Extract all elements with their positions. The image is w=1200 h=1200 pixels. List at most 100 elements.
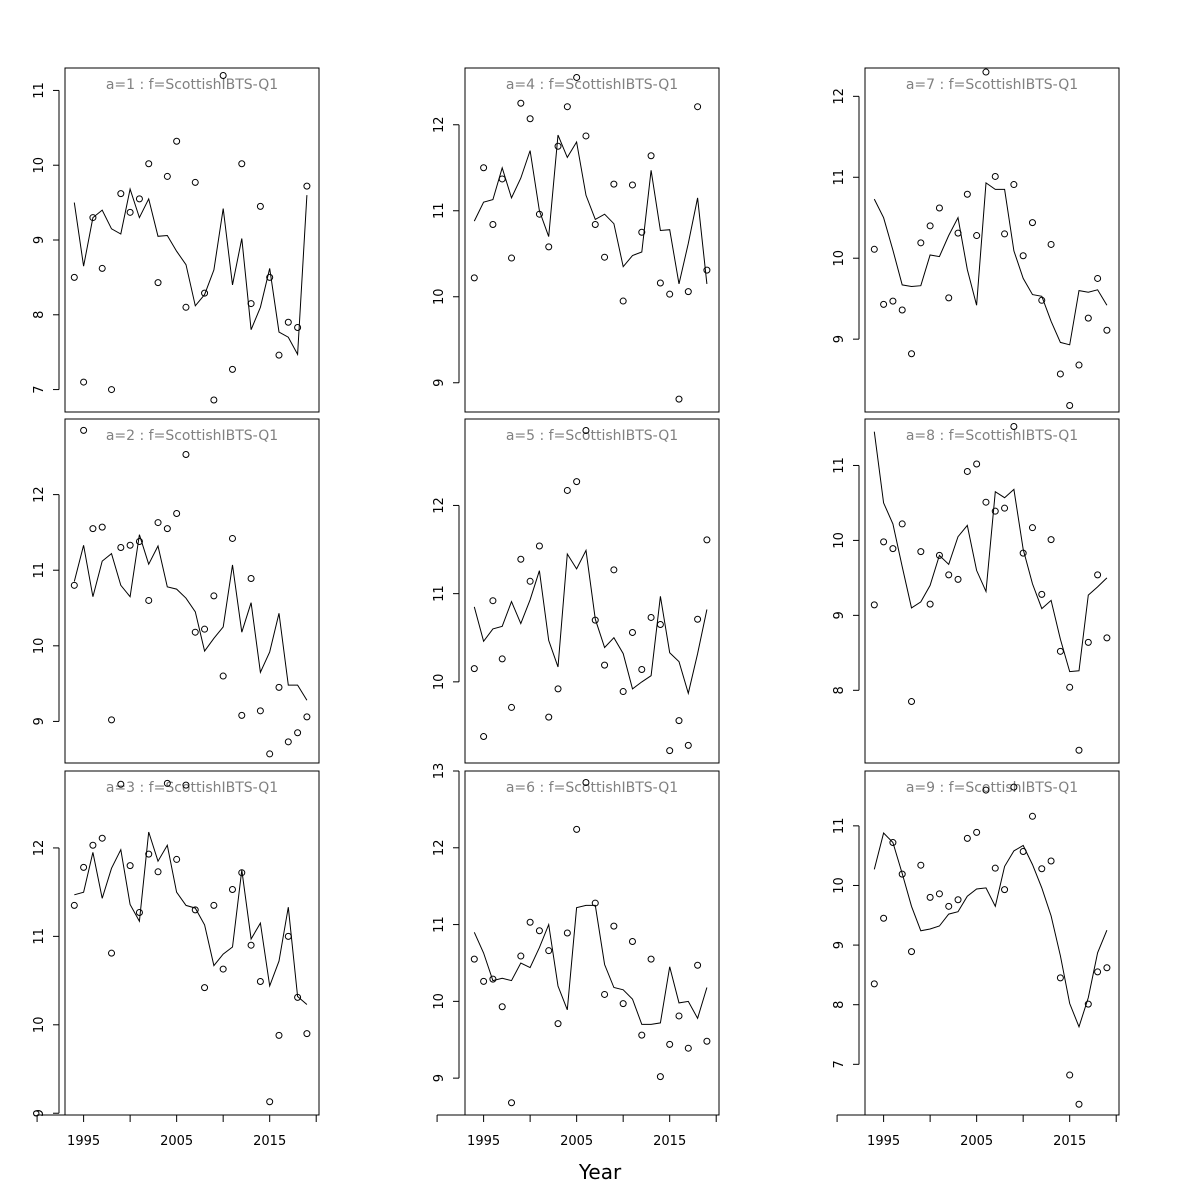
panel-a4-point bbox=[480, 164, 488, 172]
panel-a2-point bbox=[228, 534, 236, 542]
panel-a2-point bbox=[294, 729, 302, 737]
panel-a1-y-tick-label: 8 bbox=[32, 311, 47, 319]
x-tick-label: 2005 bbox=[160, 1134, 193, 1149]
panel-a6-point bbox=[526, 918, 534, 926]
panel-a1-point bbox=[201, 289, 209, 297]
panel-a8-fitted-line bbox=[873, 431, 1108, 673]
panel-a1-point bbox=[247, 300, 255, 308]
panel-a5-point bbox=[647, 613, 655, 621]
panel-a8-point bbox=[1056, 647, 1064, 655]
panel-a3-point bbox=[89, 841, 97, 849]
panel-a3-point bbox=[201, 984, 209, 992]
panel-a4-point bbox=[526, 115, 534, 123]
panel-a6-point bbox=[470, 955, 478, 963]
panel-a5-point bbox=[573, 478, 581, 486]
panel-a8-point bbox=[963, 467, 971, 475]
panel-a4-point bbox=[573, 73, 581, 81]
panel-a6-y-tick-label: 12 bbox=[432, 840, 447, 857]
panel-a8-point bbox=[889, 545, 897, 553]
panel-a8-point bbox=[954, 575, 962, 583]
panel-a8-point bbox=[1038, 590, 1046, 598]
panel-a4-point bbox=[554, 142, 562, 150]
panel-a5-point bbox=[517, 555, 525, 563]
panel-a4-fitted-line bbox=[473, 134, 708, 285]
panel-a1-point bbox=[89, 214, 97, 222]
panel-a9-y-tick-label: 9 bbox=[832, 941, 847, 949]
panel-a7-point bbox=[1010, 181, 1018, 189]
panel-a7-point bbox=[1001, 230, 1009, 238]
panel-a6-point bbox=[619, 1000, 627, 1008]
panel-a7-point bbox=[917, 239, 925, 247]
panel-a7-point bbox=[1028, 219, 1036, 227]
panel-a5-y-tick-label: 11 bbox=[432, 585, 447, 602]
panel-a4-point bbox=[684, 288, 692, 296]
x-axis-col1: 1995 2005 2015 bbox=[36, 1114, 317, 1149]
panel-a7-point bbox=[898, 306, 906, 314]
panel-a5-point bbox=[610, 566, 618, 574]
panel-a4-point bbox=[563, 103, 571, 111]
panel-a4-point bbox=[591, 221, 599, 229]
panel-a3-point bbox=[284, 932, 292, 940]
panel-a8-point bbox=[1075, 746, 1083, 754]
panel-a9-point bbox=[1066, 1071, 1074, 1079]
x-tick-label: 1995 bbox=[867, 1134, 900, 1149]
panel-a1-point bbox=[126, 208, 134, 216]
panel-a7-point bbox=[982, 68, 990, 76]
panel-a5-point bbox=[703, 536, 711, 544]
panel-a2-point bbox=[303, 713, 311, 721]
panel-a3-label: a=3 : f=ScottishIBTS-Q1 bbox=[106, 780, 278, 796]
panel-a2-point bbox=[182, 451, 190, 459]
panel-a7-y-tick-label: 9 bbox=[832, 335, 847, 343]
panel-a8-point bbox=[973, 460, 981, 468]
panel-a7-y-tick-label: 11 bbox=[832, 169, 847, 186]
panel-a1-point bbox=[98, 264, 106, 272]
panel-a5-y-tick-label: 12 bbox=[432, 497, 447, 514]
panel-a9-point bbox=[1010, 783, 1018, 791]
panel-a3-point bbox=[275, 1031, 283, 1039]
panel-a6-point bbox=[666, 1040, 674, 1048]
x-tick-label: 2005 bbox=[560, 1134, 593, 1149]
panel-a7-point bbox=[1103, 326, 1111, 334]
panel-a9-point bbox=[1056, 974, 1064, 982]
panel-a6-y-tick-label: 9 bbox=[432, 1074, 447, 1082]
panel-a5-point bbox=[535, 542, 543, 550]
panel-a3-point bbox=[80, 863, 88, 871]
panel-a9-point bbox=[973, 828, 981, 836]
panel-a4: a=4 : f=ScottishIBTS-Q1 9 10 11 12 bbox=[432, 67, 720, 413]
panel-a9-frame bbox=[864, 770, 1120, 1116]
panel-a2-point bbox=[219, 672, 227, 680]
panel-a8-label: a=8 : f=ScottishIBTS-Q1 bbox=[906, 428, 1078, 444]
panel-a9-point bbox=[945, 902, 953, 910]
panel-a1-point bbox=[284, 318, 292, 326]
panel-a3-point bbox=[266, 1098, 274, 1106]
panel-a6-point bbox=[694, 961, 702, 969]
panel-a5-point bbox=[508, 703, 516, 711]
panel-a4-label: a=4 : f=ScottishIBTS-Q1 bbox=[506, 77, 678, 93]
x-tick-label: 1995 bbox=[67, 1134, 100, 1149]
panel-a4-point bbox=[666, 290, 674, 298]
x-tick-label: 2015 bbox=[253, 1134, 286, 1149]
panel-a5-point bbox=[526, 577, 534, 585]
panel-a2-point bbox=[201, 625, 209, 633]
panel-a6-point bbox=[656, 1073, 664, 1081]
panel-a4-point bbox=[582, 132, 590, 140]
panel-a2-point bbox=[98, 523, 106, 531]
panel-a3-point bbox=[228, 885, 236, 893]
panel-a3-fitted-line bbox=[74, 831, 308, 1005]
panel-a2-point bbox=[266, 750, 274, 758]
panel-a8-point bbox=[991, 507, 999, 515]
panel-a8-point bbox=[1001, 504, 1009, 512]
panel-a6-point bbox=[508, 1099, 516, 1107]
panel-a1-point bbox=[303, 182, 311, 190]
panel-a6-point bbox=[591, 899, 599, 907]
panel-a3-point bbox=[98, 834, 106, 842]
panel-a5-point bbox=[470, 665, 478, 673]
panel-a7-point bbox=[1019, 252, 1027, 260]
x-tick-label: 2015 bbox=[1053, 1134, 1086, 1149]
panel-a1-point bbox=[275, 351, 283, 359]
panel-a4-point bbox=[535, 210, 543, 218]
panel-a4-y-tick-label: 10 bbox=[432, 288, 447, 305]
x-axis-col2: 1995 2005 2015 bbox=[436, 1114, 717, 1149]
panel-a5-point bbox=[480, 733, 488, 741]
